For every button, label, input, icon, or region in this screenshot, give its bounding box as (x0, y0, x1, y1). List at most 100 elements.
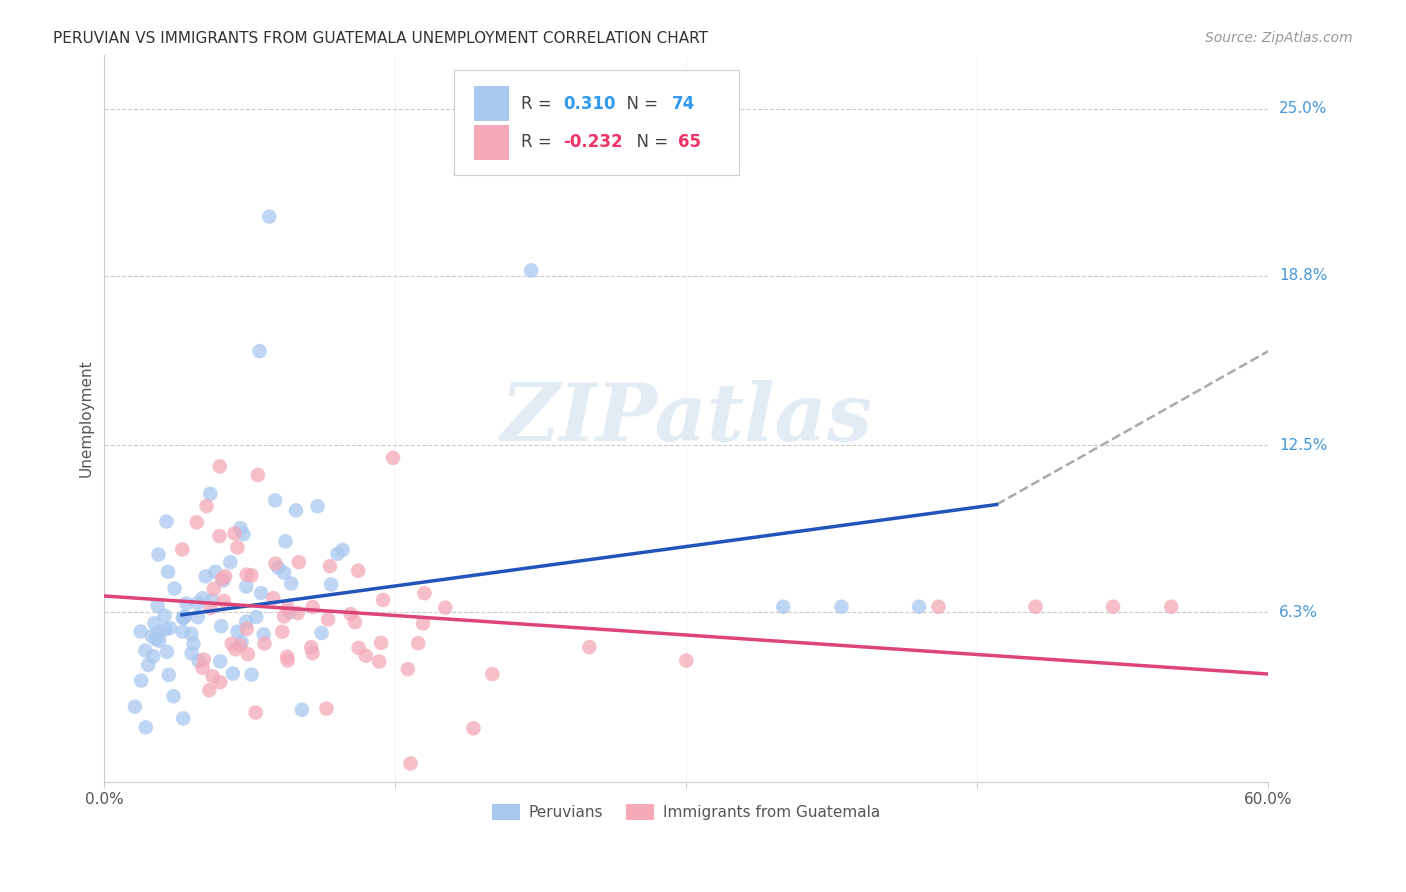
Point (578, 640, 600, 654)
Point (253, 636, 276, 650)
Point (235, 567, 257, 582)
Point (142, 649, 165, 664)
Point (399, 756, 422, 771)
Point (262, 591, 284, 606)
Point (195, 499, 218, 513)
Point (187, 654, 209, 668)
Point (236, 622, 259, 636)
Point (259, 210, 281, 224)
Point (186, 516, 208, 530)
Point (173, 610, 195, 624)
Point (172, 611, 194, 625)
Point (219, 555, 242, 569)
Point (155, 515, 177, 529)
Point (129, 624, 152, 639)
Point (201, 593, 224, 607)
Point (141, 629, 163, 643)
Point (370, 636, 392, 650)
Point (463, 721, 485, 735)
Point (343, 615, 366, 629)
Point (347, 564, 370, 578)
Point (157, 565, 180, 579)
Point (159, 621, 181, 635)
Point (246, 467, 269, 482)
Point (156, 645, 179, 659)
Point (204, 565, 226, 579)
Point (280, 576, 302, 591)
Point (1024, 599, 1046, 614)
Text: N =: N = (626, 133, 673, 152)
Point (208, 529, 231, 543)
Text: N =: N = (616, 95, 664, 112)
Point (273, 609, 295, 624)
Point (299, 640, 322, 655)
Point (202, 582, 225, 596)
Text: Source: ZipAtlas.com: Source: ZipAtlas.com (1205, 31, 1353, 45)
Text: 0.310: 0.310 (562, 95, 616, 112)
Point (191, 661, 214, 675)
Point (212, 574, 235, 588)
Point (240, 667, 263, 681)
Point (180, 627, 202, 641)
Point (136, 657, 159, 672)
Point (249, 344, 271, 359)
Point (172, 711, 194, 725)
Point (235, 615, 257, 629)
Point (225, 642, 247, 657)
Point (172, 542, 194, 557)
Point (124, 699, 146, 714)
Point (319, 559, 342, 574)
Point (187, 596, 209, 610)
Legend: Peruvians, Immigrants from Guatemala: Peruvians, Immigrants from Guatemala (486, 798, 886, 826)
Point (347, 640, 370, 655)
Point (675, 654, 697, 668)
Point (231, 635, 253, 649)
Text: R =: R = (522, 95, 557, 112)
Point (311, 626, 333, 640)
Point (172, 624, 194, 639)
Point (434, 600, 457, 615)
Text: 65: 65 (678, 133, 702, 152)
Point (183, 637, 205, 651)
Point (276, 649, 298, 664)
Point (173, 611, 195, 625)
Point (209, 675, 232, 690)
Text: 12.5%: 12.5% (1279, 438, 1327, 453)
Point (264, 493, 287, 508)
Point (209, 654, 232, 668)
Point (191, 591, 214, 606)
Text: R =: R = (522, 133, 557, 152)
Point (291, 703, 314, 717)
Point (927, 599, 949, 614)
Point (135, 721, 157, 735)
Point (253, 627, 276, 641)
Point (201, 669, 224, 683)
Point (326, 547, 349, 561)
Text: ZIPatlas: ZIPatlas (501, 380, 872, 458)
Point (319, 577, 342, 591)
Point (148, 548, 170, 562)
Point (143, 616, 166, 631)
Bar (474, 125, 509, 160)
Point (229, 639, 252, 653)
Point (412, 616, 434, 631)
Point (176, 597, 198, 611)
Point (145, 632, 167, 646)
Point (134, 643, 156, 657)
Point (226, 541, 249, 555)
Text: 74: 74 (672, 95, 696, 112)
Point (221, 637, 243, 651)
Y-axis label: Unemployment: Unemployment (79, 359, 93, 477)
Point (200, 487, 222, 501)
Point (315, 701, 337, 715)
Point (264, 557, 287, 571)
Point (198, 683, 221, 698)
Point (382, 450, 405, 465)
Point (368, 655, 391, 669)
Point (908, 599, 931, 614)
Text: 18.8%: 18.8% (1279, 268, 1327, 284)
Point (406, 636, 429, 650)
Point (277, 601, 299, 615)
Point (148, 625, 170, 640)
Point (229, 521, 252, 535)
